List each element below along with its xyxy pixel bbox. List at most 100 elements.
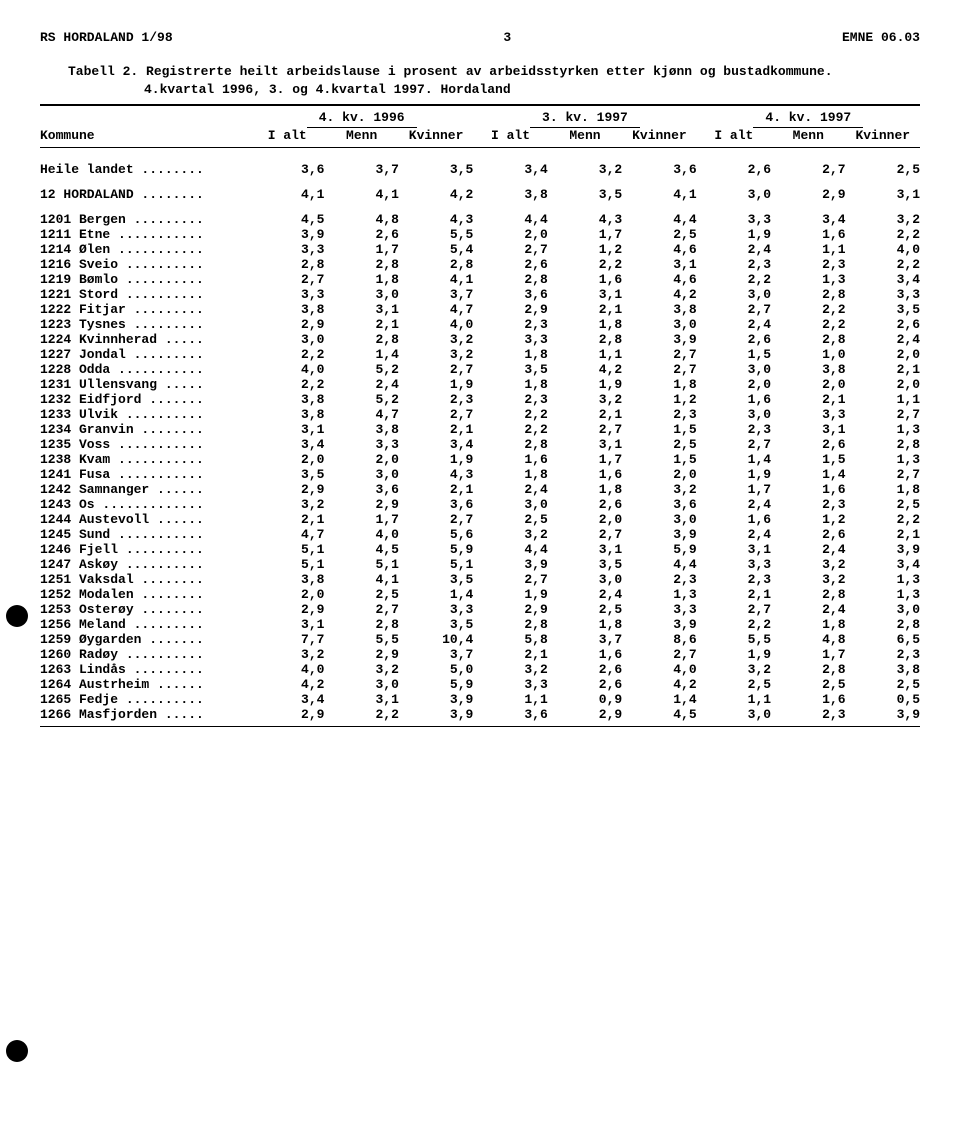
cell: 3,0 <box>622 317 696 332</box>
cell: 3,8 <box>324 422 398 437</box>
cell: 1,3 <box>622 587 696 602</box>
cell: 2,7 <box>771 162 845 177</box>
cell: 2,5 <box>846 497 921 512</box>
cell: 3,2 <box>473 662 547 677</box>
cell: 3,9 <box>250 227 324 242</box>
cell: 2,1 <box>697 587 771 602</box>
cell: 3,8 <box>250 572 324 587</box>
cell: 1,1 <box>473 692 547 707</box>
cell: 2,8 <box>250 257 324 272</box>
row-label: 1264 Austrheim ...... <box>40 677 250 692</box>
row-label: 1233 Ulvik .......... <box>40 407 250 422</box>
cell: 3,8 <box>250 407 324 422</box>
cell: 3,2 <box>324 662 398 677</box>
cell: 5,1 <box>250 557 324 572</box>
cell: 2,8 <box>548 332 622 347</box>
row-label: 1234 Granvin ........ <box>40 422 250 437</box>
row-label: 1265 Fedje .......... <box>40 692 250 707</box>
cell: 4,3 <box>399 467 473 482</box>
cell: 2,0 <box>250 587 324 602</box>
cell: 1,8 <box>548 482 622 497</box>
cell: 1,3 <box>846 572 921 587</box>
rule-bottom <box>40 726 920 727</box>
cell: 4,1 <box>250 187 324 202</box>
row-label: 1238 Kvam ........... <box>40 452 250 467</box>
cell: 1,9 <box>697 467 771 482</box>
cell: 3,3 <box>250 242 324 257</box>
row-label: 1246 Fjell .......... <box>40 542 250 557</box>
cell: 2,2 <box>250 377 324 392</box>
cell: 3,5 <box>399 617 473 632</box>
cell: 4,5 <box>250 212 324 227</box>
table-row: 1211 Etne ...........3,92,65,52,01,72,51… <box>40 227 920 242</box>
cell: 1,8 <box>846 482 921 497</box>
cell: 2,1 <box>846 527 921 542</box>
cell: 3,2 <box>250 497 324 512</box>
cell: 3,9 <box>622 617 696 632</box>
cell: 3,5 <box>548 557 622 572</box>
cell: 0,9 <box>548 692 622 707</box>
cell: 4,3 <box>548 212 622 227</box>
col-menn: Menn <box>548 128 622 143</box>
row-label: 12 HORDALAND ........ <box>40 187 250 202</box>
table-row: 1231 Ullensvang .....2,22,41,91,81,91,82… <box>40 377 920 392</box>
row-label: 1201 Bergen ......... <box>40 212 250 227</box>
cell: 2,4 <box>771 542 845 557</box>
cell: 1,3 <box>846 587 921 602</box>
cell: 4,3 <box>399 212 473 227</box>
cell: 3,7 <box>548 632 622 647</box>
row-label: 1227 Jondal ......... <box>40 347 250 362</box>
cell: 2,5 <box>622 227 696 242</box>
col-kvinner: Kvinner <box>399 128 473 143</box>
cell: 5,9 <box>399 677 473 692</box>
cell: 4,6 <box>622 242 696 257</box>
cell: 1,6 <box>771 692 845 707</box>
cell: 2,9 <box>473 302 547 317</box>
table-row: 1244 Austevoll ......2,11,72,72,52,03,01… <box>40 512 920 527</box>
cell: 3,6 <box>473 707 547 722</box>
table-row: 1259 Øygarden .......7,75,510,45,83,78,6… <box>40 632 920 647</box>
cell: 3,3 <box>399 602 473 617</box>
col-menn: Menn <box>771 128 845 143</box>
cell: 3,8 <box>771 362 845 377</box>
cell: 4,1 <box>324 187 398 202</box>
cell: 2,8 <box>846 617 921 632</box>
cell: 3,3 <box>771 407 845 422</box>
cell: 3,9 <box>622 527 696 542</box>
cell: 2,2 <box>846 512 921 527</box>
row-label: 1211 Etne ........... <box>40 227 250 242</box>
row-label: 1221 Stord .......... <box>40 287 250 302</box>
cell: 3,0 <box>324 467 398 482</box>
cell: 2,7 <box>697 602 771 617</box>
cell: 4,0 <box>324 527 398 542</box>
cell: 3,0 <box>697 707 771 722</box>
col-kommune: Kommune <box>40 128 250 143</box>
cell: 4,5 <box>622 707 696 722</box>
period-1: 4. kv. 1996 <box>307 110 417 128</box>
cell: 2,7 <box>846 467 921 482</box>
cell: 2,7 <box>846 407 921 422</box>
cell: 2,2 <box>548 257 622 272</box>
cell: 2,8 <box>473 617 547 632</box>
cell: 3,0 <box>697 287 771 302</box>
cell: 1,5 <box>622 452 696 467</box>
table-row: 1216 Sveio ..........2,82,82,82,62,23,12… <box>40 257 920 272</box>
bullet-marker <box>6 1040 28 1062</box>
page-number: 3 <box>503 30 511 45</box>
doc-id-left: RS HORDALAND 1/98 <box>40 30 173 45</box>
cell: 2,3 <box>697 572 771 587</box>
table-row: 1201 Bergen .........4,54,84,34,44,34,43… <box>40 212 920 227</box>
cell: 2,7 <box>622 362 696 377</box>
cell: 2,0 <box>250 452 324 467</box>
cell: 10,4 <box>399 632 473 647</box>
cell: 4,7 <box>324 407 398 422</box>
table-row: 1222 Fitjar .........3,83,14,72,92,13,82… <box>40 302 920 317</box>
row-label: 1263 Lindås ......... <box>40 662 250 677</box>
cell: 2,0 <box>473 227 547 242</box>
row-label: Heile landet ........ <box>40 162 250 177</box>
cell: 3,0 <box>697 362 771 377</box>
cell: 3,8 <box>622 302 696 317</box>
cell: 3,9 <box>399 707 473 722</box>
cell: 1,8 <box>622 377 696 392</box>
cell: 5,5 <box>324 632 398 647</box>
